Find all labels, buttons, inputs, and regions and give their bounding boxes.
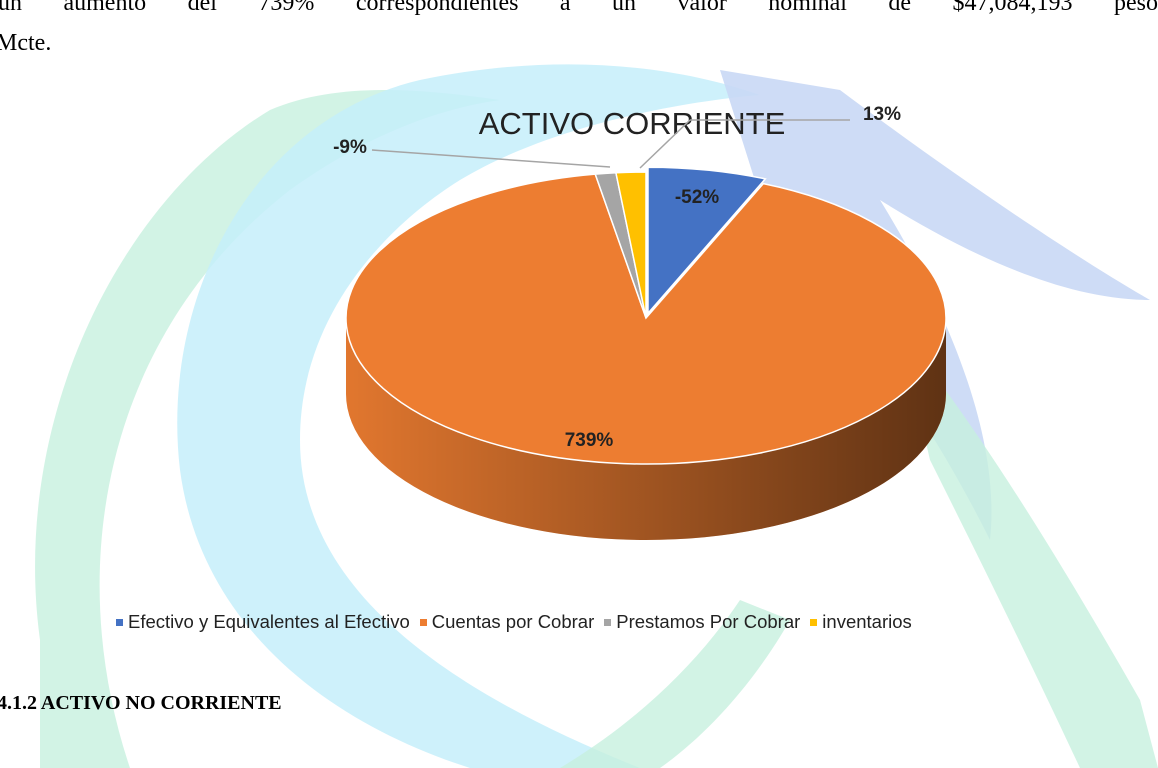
swirl-green [35, 90, 500, 768]
leader-line [639, 119, 691, 169]
swirl-green-bottom [560, 600, 790, 768]
swirl-green-right [900, 330, 1158, 768]
legend-label: inventarios [822, 611, 912, 632]
data-label: -52% [675, 187, 719, 208]
legend-swatch [810, 618, 818, 626]
pie-slice [345, 173, 947, 465]
legend-item: Cuentas por Cobrar [419, 611, 595, 633]
data-label: 739% [565, 430, 614, 451]
data-label: 13% [863, 104, 901, 125]
pie-slice-shade [346, 318, 946, 540]
leader-line [371, 149, 611, 168]
legend-label: Cuentas por Cobrar [431, 611, 595, 632]
paragraph-line: un aumento del 739% correspondientes a u… [0, 0, 1158, 16]
legend-swatch [419, 618, 427, 626]
paragraph-line: Mcte. [0, 30, 52, 56]
legend-item: Efectivo y Equivalentes al Efectivo [116, 611, 410, 633]
legend-label: Prestamos Por Cobrar [616, 611, 801, 632]
legend-swatch [116, 618, 123, 626]
data-label: -9% [333, 137, 367, 158]
legend: Efectivo y Equivalentes al Efectivo Cuent… [116, 611, 912, 633]
legend-item: Prestamos Por Cobrar [604, 611, 800, 633]
legend-swatch [604, 618, 612, 626]
swirl-cyan [177, 64, 760, 768]
section-heading: 4.1.2 ACTIVO NO CORRIENTE [0, 692, 282, 714]
legend-item: inventarios [810, 611, 912, 633]
pie-slice [647, 166, 767, 316]
legend-label: Efectivo y Equivalentes al Efectivo [128, 611, 410, 632]
chart-title: ACTIVO CORRIENTE [479, 106, 786, 141]
pie-slice [614, 171, 647, 319]
